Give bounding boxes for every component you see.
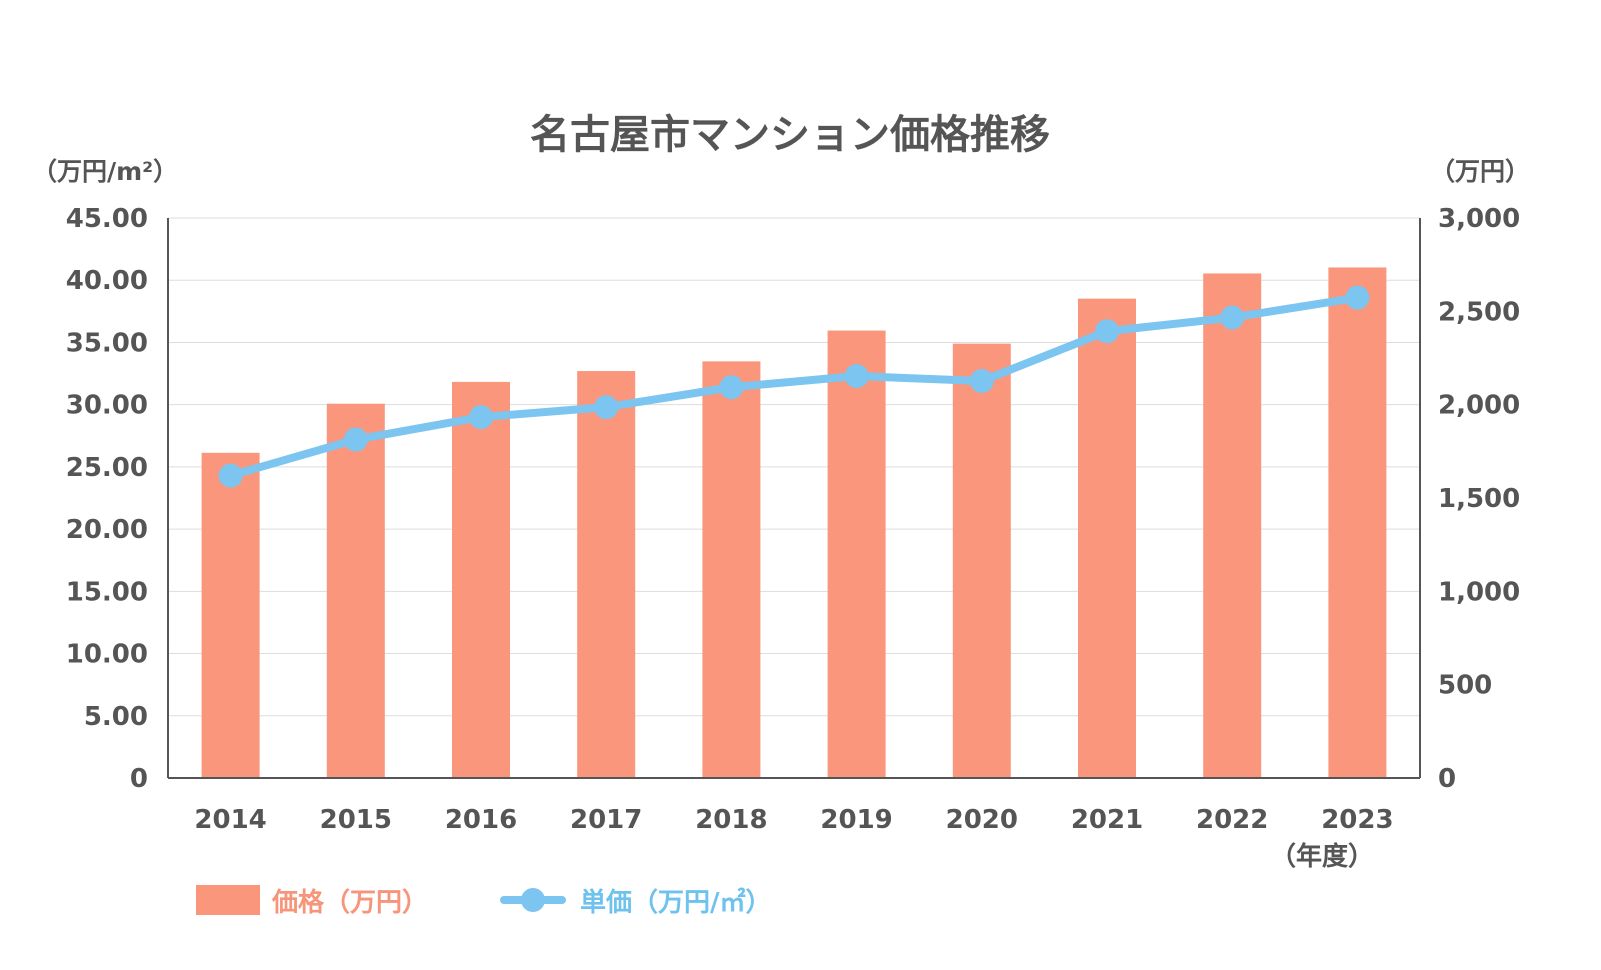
right-tick-label: 2,000 bbox=[1438, 391, 1520, 421]
right-tick-label: 500 bbox=[1438, 671, 1492, 701]
bar bbox=[326, 403, 385, 778]
x-axis-ticks: 2014 2015 2016 2017 2018 2019 2020 2021 2022 2023 bbox=[194, 805, 1393, 835]
bar bbox=[452, 381, 510, 778]
bar bbox=[1328, 267, 1387, 778]
bar bbox=[827, 330, 886, 778]
axes bbox=[167, 218, 1421, 779]
x-tick-label: 2019 bbox=[820, 805, 892, 835]
line-point bbox=[969, 369, 994, 394]
left-axis-ticks: 0 5.00 10.00 15.00 20.00 25.00 30.00 35.00 40.00… bbox=[66, 204, 148, 794]
right-tick-label: 1,500 bbox=[1438, 484, 1520, 514]
x-tick-label: 2016 bbox=[445, 805, 517, 835]
line-point bbox=[1220, 305, 1245, 330]
bar bbox=[577, 371, 636, 778]
right-tick-label: 1,000 bbox=[1438, 577, 1520, 607]
line-point bbox=[218, 463, 243, 488]
left-tick-label: 0 bbox=[130, 764, 148, 794]
x-tick-label: 2014 bbox=[194, 805, 266, 835]
bar bbox=[1203, 273, 1262, 778]
line-point bbox=[1345, 285, 1370, 310]
line-point bbox=[719, 375, 744, 400]
left-tick-label: 25.00 bbox=[66, 453, 148, 483]
line-point bbox=[343, 427, 368, 452]
left-tick-label: 20.00 bbox=[66, 515, 148, 545]
left-tick-label: 5.00 bbox=[84, 702, 148, 732]
x-tick-label: 2022 bbox=[1196, 805, 1268, 835]
right-tick-label: 0 bbox=[1438, 764, 1456, 794]
left-tick-label: 15.00 bbox=[66, 577, 148, 607]
bar bbox=[952, 343, 1011, 778]
left-axis-unit: （万円/m²） bbox=[32, 157, 178, 186]
x-tick-label: 2020 bbox=[946, 805, 1018, 835]
left-tick-label: 35.00 bbox=[66, 328, 148, 358]
left-tick-label: 10.00 bbox=[66, 640, 148, 670]
legend-line-marker bbox=[521, 888, 545, 912]
x-axis-unit: （年度） bbox=[1270, 841, 1374, 872]
legend: 価格（万円） 単価（万円/㎡） bbox=[196, 885, 772, 918]
right-tick-label: 2,500 bbox=[1438, 297, 1520, 327]
line-series bbox=[218, 285, 1370, 488]
bar-series bbox=[201, 267, 1387, 778]
legend-bar-swatch bbox=[196, 885, 260, 915]
x-tick-label: 2017 bbox=[570, 805, 642, 835]
chart-title: 名古屋市マンション価格推移 bbox=[530, 112, 1050, 158]
line-point bbox=[594, 395, 619, 420]
x-tick-label: 2021 bbox=[1071, 805, 1143, 835]
right-axis-ticks: 0 500 1,000 1,500 2,000 2,500 3,000 bbox=[1438, 204, 1520, 794]
series-line bbox=[226, 293, 1362, 480]
left-tick-label: 45.00 bbox=[66, 204, 148, 234]
line-point bbox=[844, 364, 869, 389]
line-point bbox=[1095, 319, 1119, 344]
bar bbox=[201, 452, 260, 778]
legend-line-label: 単価（万円/㎡） bbox=[580, 887, 772, 918]
x-tick-label: 2015 bbox=[320, 805, 392, 835]
x-tick-label: 2018 bbox=[695, 805, 767, 835]
line-point bbox=[469, 405, 493, 430]
legend-bar-label: 価格（万円） bbox=[271, 887, 428, 918]
bar bbox=[702, 361, 761, 778]
right-tick-label: 3,000 bbox=[1438, 204, 1520, 234]
left-tick-label: 40.00 bbox=[66, 266, 148, 296]
right-axis-unit: （万円） bbox=[1430, 157, 1530, 186]
x-tick-label: 2023 bbox=[1321, 805, 1393, 835]
left-tick-label: 30.00 bbox=[66, 391, 148, 421]
bar bbox=[1078, 298, 1136, 778]
